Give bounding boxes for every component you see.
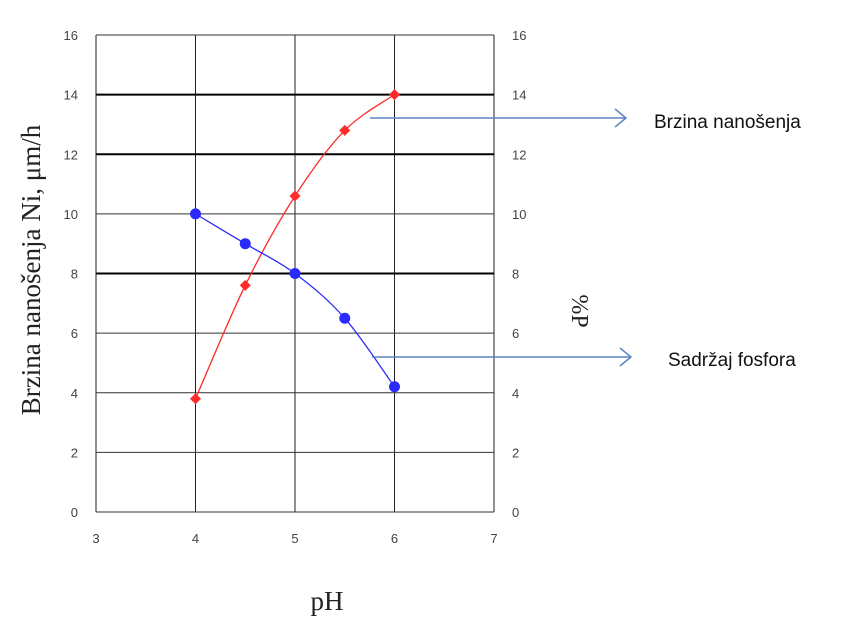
y2-tick-label: 6 bbox=[512, 326, 519, 341]
y2-tick-label: 16 bbox=[512, 28, 526, 43]
x-axis-label: pH bbox=[311, 586, 344, 616]
annotation-label: Brzina nanošenja bbox=[654, 112, 801, 133]
y-tick-label: 4 bbox=[71, 386, 78, 401]
data-point bbox=[389, 381, 400, 393]
y-tick-label: 2 bbox=[71, 445, 78, 460]
y-tick-label: 14 bbox=[64, 88, 78, 103]
y2-axis-label: %P bbox=[566, 294, 592, 327]
y2-tick-label: 10 bbox=[512, 207, 526, 222]
y-tick-label: 10 bbox=[64, 207, 78, 222]
data-point bbox=[289, 190, 301, 202]
y2-tick-label: 8 bbox=[512, 267, 519, 282]
y-tick-label: 8 bbox=[71, 267, 78, 282]
data-point bbox=[339, 124, 351, 136]
annotations: Brzina nanošenja Sadržaj fosfora bbox=[370, 108, 801, 371]
y-tick-label: 16 bbox=[64, 28, 78, 43]
data-point bbox=[190, 393, 201, 405]
data-point bbox=[339, 312, 351, 324]
x-tick-label: 4 bbox=[192, 531, 199, 546]
annotation-arrowhead bbox=[614, 108, 628, 128]
data-point bbox=[289, 268, 301, 279]
y2-tick-label: 2 bbox=[512, 445, 519, 460]
annotation-arrowhead bbox=[619, 347, 633, 367]
x-tick-label: 6 bbox=[391, 531, 398, 546]
data-point bbox=[239, 279, 251, 291]
y-tick-label: 6 bbox=[71, 326, 78, 341]
x-tick-label: 5 bbox=[291, 531, 298, 546]
y2-tick-label: 0 bbox=[512, 505, 519, 520]
x-tick-label: 7 bbox=[490, 531, 497, 546]
series-line-0 bbox=[194, 94, 395, 399]
annotation-label: Sadržaj fosfora bbox=[668, 350, 796, 371]
data-point bbox=[190, 208, 201, 220]
data-point bbox=[389, 89, 400, 101]
y2-tick-label: 4 bbox=[512, 386, 519, 401]
series-layer bbox=[190, 89, 400, 405]
y-axis-label: Brzina nanošenja Ni, μm/h bbox=[16, 124, 46, 415]
grid bbox=[95, 34, 495, 513]
data-point bbox=[239, 238, 251, 250]
y-tick-label: 12 bbox=[64, 147, 78, 162]
y2-tick-label: 14 bbox=[512, 88, 526, 103]
y2-tick-label: 12 bbox=[512, 147, 526, 162]
x-tick-label: 3 bbox=[92, 531, 99, 546]
y-tick-label: 0 bbox=[71, 505, 78, 520]
